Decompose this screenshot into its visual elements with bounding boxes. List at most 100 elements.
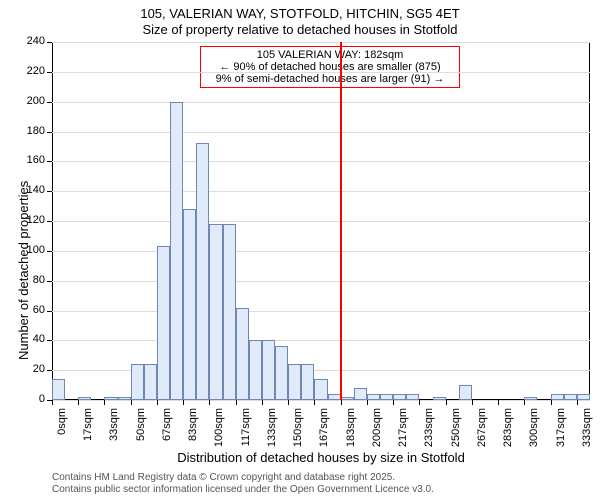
marker-line: [340, 42, 342, 400]
grid-line: [52, 400, 590, 401]
grid-line: [52, 221, 590, 222]
x-tick: [419, 400, 420, 405]
x-tick: [393, 400, 394, 405]
histogram-bar: [380, 394, 393, 400]
histogram-bar: [78, 397, 91, 400]
y-tick-label: 160: [17, 154, 45, 166]
x-tick-label: 50sqm: [135, 408, 147, 452]
callout-line-3: 9% of semi-detached houses are larger (9…: [205, 73, 455, 85]
histogram-bar: [354, 388, 367, 400]
callout-line-1: 105 VALERIAN WAY: 182sqm: [205, 49, 455, 61]
x-tick: [577, 400, 578, 405]
x-tick-label: 100sqm: [213, 408, 225, 452]
histogram-bar: [393, 394, 406, 400]
x-tick: [367, 400, 368, 405]
grid-line: [52, 161, 590, 162]
y-tick: [47, 251, 52, 252]
x-tick-label: 250sqm: [450, 408, 462, 452]
chart-subtitle: Size of property relative to detached ho…: [0, 22, 600, 37]
y-tick-label: 40: [17, 333, 45, 345]
x-tick: [551, 400, 552, 405]
histogram-bar: [196, 143, 209, 400]
x-tick-label: 117sqm: [240, 408, 252, 452]
x-tick: [183, 400, 184, 405]
y-tick: [47, 72, 52, 73]
grid-line: [52, 42, 590, 43]
histogram-bar: [236, 308, 249, 400]
x-tick: [78, 400, 79, 405]
histogram-bar: [170, 102, 183, 400]
x-tick: [209, 400, 210, 405]
x-tick: [446, 400, 447, 405]
grid-line: [52, 281, 590, 282]
histogram-bar: [209, 224, 222, 400]
x-tick-label: 217sqm: [397, 408, 409, 452]
y-tick-label: 220: [17, 65, 45, 77]
y-tick-label: 240: [17, 35, 45, 47]
footer-line-1: Contains HM Land Registry data © Crown c…: [52, 472, 395, 483]
histogram-bar: [262, 340, 275, 400]
y-tick: [47, 281, 52, 282]
x-tick-label: 233sqm: [423, 408, 435, 452]
y-tick-label: 140: [17, 184, 45, 196]
x-tick: [104, 400, 105, 405]
x-tick-label: 0sqm: [56, 408, 68, 452]
histogram-bar: [577, 394, 590, 400]
histogram-bar: [433, 397, 446, 400]
x-tick-label: 317sqm: [555, 408, 567, 452]
x-tick: [341, 400, 342, 405]
y-tick-label: 0: [17, 393, 45, 405]
grid-line: [52, 102, 590, 103]
histogram-bar: [144, 364, 157, 400]
histogram-bar: [131, 364, 144, 400]
y-tick: [47, 340, 52, 341]
histogram-bar: [223, 224, 236, 400]
x-tick-label: 83sqm: [187, 408, 199, 452]
histogram-bar: [288, 364, 301, 400]
y-tick: [47, 311, 52, 312]
y-tick-label: 100: [17, 244, 45, 256]
histogram-bar: [301, 364, 314, 400]
histogram-bar: [157, 246, 170, 400]
y-tick: [47, 221, 52, 222]
histogram-bar: [52, 379, 65, 400]
histogram-bar: [551, 394, 564, 400]
x-tick: [52, 400, 53, 405]
x-tick-label: 283sqm: [502, 408, 514, 452]
y-tick: [47, 42, 52, 43]
y-tick: [47, 370, 52, 371]
x-tick: [472, 400, 473, 405]
y-tick-label: 60: [17, 304, 45, 316]
histogram-bar: [314, 379, 327, 400]
y-tick-label: 120: [17, 214, 45, 226]
x-tick: [157, 400, 158, 405]
histogram-bar: [406, 394, 419, 400]
x-tick: [236, 400, 237, 405]
x-tick-label: 150sqm: [292, 408, 304, 452]
x-tick-label: 67sqm: [161, 408, 173, 452]
y-tick-label: 80: [17, 274, 45, 286]
footer-line-2: Contains public sector information licen…: [52, 484, 434, 495]
grid-line: [52, 311, 590, 312]
x-tick-label: 33sqm: [108, 408, 120, 452]
y-tick-label: 180: [17, 125, 45, 137]
histogram-bar: [341, 397, 354, 400]
x-tick-label: 267sqm: [476, 408, 488, 452]
histogram-bar: [183, 209, 196, 400]
x-tick-label: 200sqm: [371, 408, 383, 452]
histogram-bar: [275, 346, 288, 400]
x-tick: [524, 400, 525, 405]
y-tick: [47, 161, 52, 162]
histogram-bar: [249, 340, 262, 400]
x-tick-label: 133sqm: [266, 408, 278, 452]
grid-line: [52, 132, 590, 133]
x-tick-label: 17sqm: [82, 408, 94, 452]
histogram-bar: [564, 394, 577, 400]
histogram-bar: [524, 397, 537, 400]
callout-box: 105 VALERIAN WAY: 182sqm ← 90% of detach…: [200, 46, 460, 88]
x-tick-label: 300sqm: [528, 408, 540, 452]
x-tick: [314, 400, 315, 405]
histogram-bar: [328, 394, 341, 400]
histogram-bar: [367, 394, 380, 400]
grid-line: [52, 72, 590, 73]
